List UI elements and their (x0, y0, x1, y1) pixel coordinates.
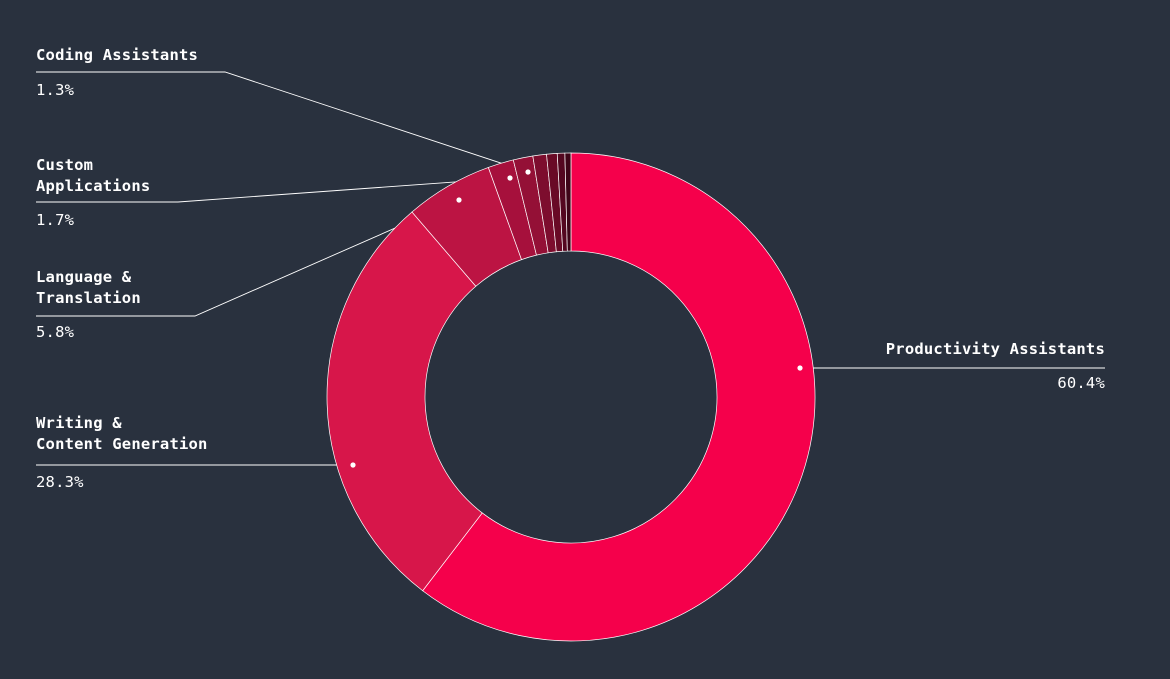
slice-productivity-assistants (422, 152, 816, 642)
leader-line-coding-assistants (36, 71, 529, 173)
slice-writing-content-generation (326, 211, 483, 592)
leader-dot-writing-content-generation (350, 462, 356, 468)
slice-value-language-translation: 5.8% (36, 323, 75, 341)
slice-value-productivity-assistants: 60.4% (1057, 374, 1105, 392)
leader-line-custom-applications (36, 177, 511, 203)
slice-label-writing-content-generation: Writing & Content Generation (36, 414, 208, 453)
leader-lines (36, 71, 1105, 466)
slice-label-productivity-assistants: Productivity Assistants (885, 340, 1105, 358)
slice-label-coding-assistants: Coding Assistants (36, 46, 199, 64)
slice-label-custom-applications: Custom Applications (36, 156, 151, 195)
donut-slices (326, 152, 816, 642)
leader-line-language-translation (36, 199, 460, 317)
leader-dot-coding-assistants (525, 169, 531, 175)
leader-dot-productivity-assistants (797, 365, 803, 371)
leader-dots (350, 169, 803, 468)
slice-value-writing-content-generation: 28.3% (36, 473, 84, 491)
slice-label-language-translation: Language & Translation (36, 268, 141, 307)
slice-value-custom-applications: 1.7% (36, 211, 75, 229)
slice-small-8 (564, 152, 572, 252)
leader-dot-custom-applications (507, 175, 513, 181)
slice-value-coding-assistants: 1.3% (36, 81, 75, 99)
leader-dot-language-translation (456, 197, 462, 203)
